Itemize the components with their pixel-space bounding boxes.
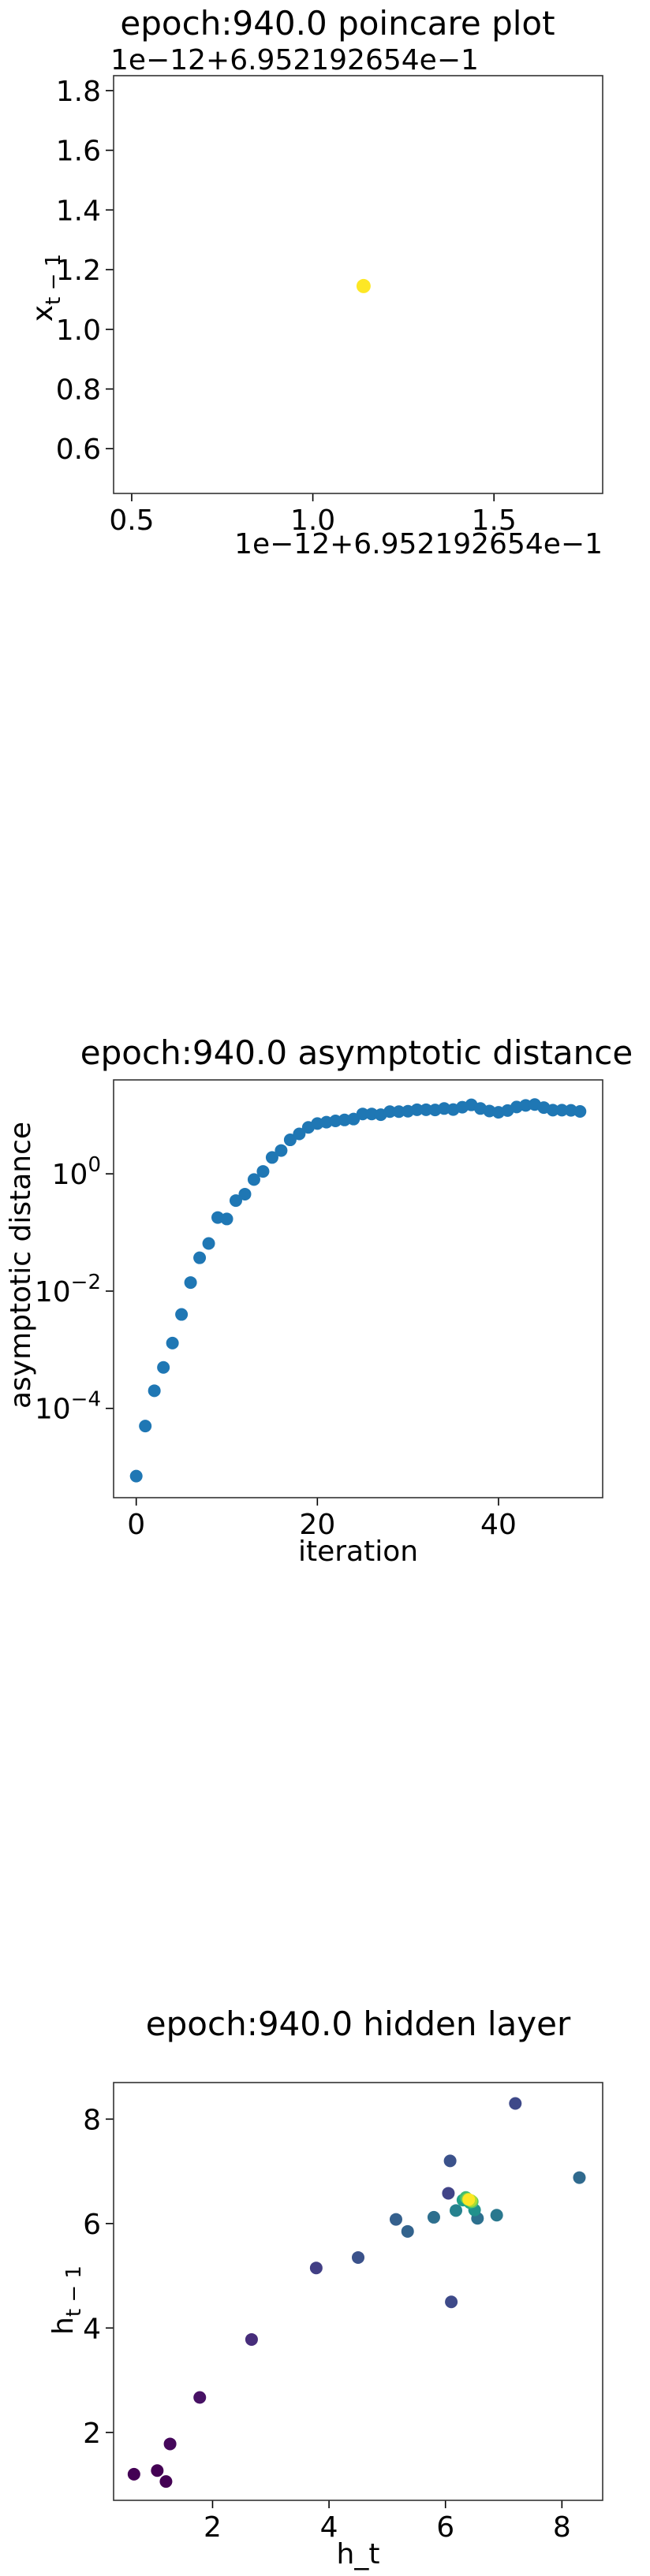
hidden-data-point [163, 2437, 177, 2451]
asymptotic-y-tick-exponent: 0 [88, 1153, 101, 1177]
asymptotic-plot-frame [113, 1079, 603, 1498]
asymptotic-x-tick-label: 20 [299, 1509, 335, 1541]
poincare-y-tick-label: 0.8 [56, 374, 101, 407]
hidden-data-point [245, 2332, 258, 2346]
asymptotic-data-point [238, 1187, 252, 1201]
asymptotic-data-point [365, 1107, 379, 1121]
asymptotic-data-point [230, 1194, 242, 1208]
asymptotic-x-tick-label: 0 [127, 1509, 145, 1541]
asymptotic-distance-title: epoch:940.0 asymptotic distance [80, 1033, 633, 1072]
hidden-data-point [490, 2209, 503, 2222]
asymptotic-data-point [293, 1127, 306, 1141]
hidden-data-point [442, 2187, 455, 2200]
hidden-data-point [389, 2213, 402, 2226]
poincare-y-tick-label: 1.4 [56, 195, 101, 227]
hidden-y-label-sub: t − 1 [62, 2265, 86, 2317]
asymptotic-y-tick-base: 10 [52, 1159, 88, 1191]
poincare-y-label-base: x [27, 305, 59, 322]
poincare-y-tick-label: 1.6 [56, 136, 101, 168]
poincare-x-tick-label: 0.5 [109, 504, 154, 537]
asymptotic-data-point [356, 1107, 369, 1121]
asymptotic-y-tick-base: 10 [35, 1276, 71, 1308]
asymptotic-data-point [275, 1144, 288, 1157]
asymptotic-data-point [519, 1099, 532, 1112]
hidden-data-point [151, 2464, 164, 2477]
asymptotic-data-point [139, 1420, 152, 1433]
hidden-y-tick-label: 6 [83, 2209, 101, 2241]
asymptotic-data-point [175, 1308, 189, 1321]
hidden-data-point [450, 2204, 462, 2217]
asymptotic-data-point [265, 1151, 278, 1164]
asymptotic-data-point [555, 1104, 569, 1117]
asymptotic-data-point [283, 1134, 297, 1147]
hidden-data-point [445, 2295, 458, 2309]
asymptotic-y-tick-label: 100 [52, 1153, 101, 1191]
poincare-x-offset-text: 1e−12+6.952192654e−1 [234, 528, 603, 560]
poincare-y-tick-label: 1.2 [56, 255, 101, 287]
asymptotic-data-point [184, 1276, 197, 1290]
hidden-layer-plot-frame [113, 2082, 603, 2501]
poincare-x-tick-label: 1.5 [472, 504, 517, 537]
hidden-y-tick-label: 8 [83, 2104, 101, 2136]
poincare-y-tick-label: 1.8 [56, 76, 101, 108]
asymptotic-y-tick-exponent: −2 [71, 1271, 101, 1294]
hidden-x-axis-label: h_t [337, 2538, 380, 2570]
asymptotic-data-point [129, 1469, 143, 1483]
asymptotic-distance-chart: epoch:940.0 asymptotic distance asymptot… [5, 1033, 633, 1568]
hidden-layer-chart: epoch:940.0 hidden layer ht − 1 2 4 6 8 2 4 6 8… [47, 2005, 603, 2570]
asymptotic-data-point [157, 1361, 170, 1374]
hidden-data-point [127, 2467, 140, 2481]
asymptotic-data-point [420, 1103, 433, 1116]
asymptotic-data-point [193, 1251, 207, 1264]
hidden-x-tick-label: 8 [553, 2511, 571, 2544]
hidden-data-point [509, 2097, 522, 2110]
asymptotic-x-tick-label: 40 [480, 1509, 517, 1541]
asymptotic-data-point [573, 1104, 587, 1118]
asymptotic-data-point [410, 1103, 424, 1116]
hidden-data-point [193, 2391, 207, 2404]
hidden-x-tick-label: 2 [204, 2511, 222, 2544]
asymptotic-data-point [220, 1212, 233, 1226]
poincare-data-point [356, 278, 371, 293]
poincare-y-label-sub: t − 1 [42, 254, 65, 305]
hidden-y-label-base: h [47, 2317, 80, 2335]
hidden-data-point [352, 2250, 364, 2264]
asymptotic-data-point [247, 1173, 260, 1186]
asymptotic-y-axis-label: asymptotic distance [5, 1122, 37, 1409]
asymptotic-data-point [256, 1165, 270, 1178]
hidden-y-axis-label: ht − 1 [47, 2265, 86, 2335]
asymptotic-y-tick-exponent: −4 [71, 1388, 101, 1412]
hidden-y-tick-label: 2 [83, 2418, 101, 2450]
hidden-data-point [427, 2210, 440, 2224]
asymptotic-x-axis-label: iteration [298, 1536, 418, 1568]
hidden-x-tick-label: 6 [436, 2511, 454, 2544]
poincare-plot-frame [113, 75, 603, 494]
asymptotic-data-point [383, 1105, 397, 1119]
hidden-x-tick-label: 4 [320, 2511, 338, 2544]
poincare-y-tick-label: 0.6 [56, 434, 101, 466]
hidden-data-point [309, 2261, 323, 2275]
poincare-plot-title: epoch:940.0 poincare plot [120, 4, 555, 43]
poincare-x-tick-label: 1.0 [290, 504, 335, 537]
asymptotic-data-point [202, 1237, 215, 1250]
hidden-data-point [462, 2193, 476, 2206]
asymptotic-data-point [546, 1104, 559, 1117]
asymptotic-data-point [338, 1113, 351, 1126]
asymptotic-data-point [166, 1336, 179, 1349]
hidden-data-point [401, 2224, 414, 2238]
asymptotic-data-point [148, 1384, 161, 1398]
poincare-plot-chart: epoch:940.0 poincare plot 1e−12+6.952192… [27, 4, 603, 560]
asymptotic-data-point [392, 1105, 405, 1119]
asymptotic-y-tick-label: 10−4 [35, 1388, 101, 1426]
hidden-y-tick-label: 4 [83, 2313, 101, 2345]
hidden-data-point [573, 2171, 586, 2184]
hidden-data-point [159, 2475, 173, 2489]
poincare-y-axis-label: xt − 1 [27, 254, 65, 322]
poincare-y-offset-text: 1e−12+6.952192654e−1 [110, 44, 479, 76]
asymptotic-y-tick-label: 10−2 [35, 1271, 101, 1308]
asymptotic-y-tick-base: 10 [35, 1394, 71, 1426]
hidden-data-point [443, 2154, 457, 2168]
hidden-layer-title: epoch:940.0 hidden layer [146, 2005, 571, 2043]
poincare-y-tick-label: 1.0 [56, 315, 101, 347]
